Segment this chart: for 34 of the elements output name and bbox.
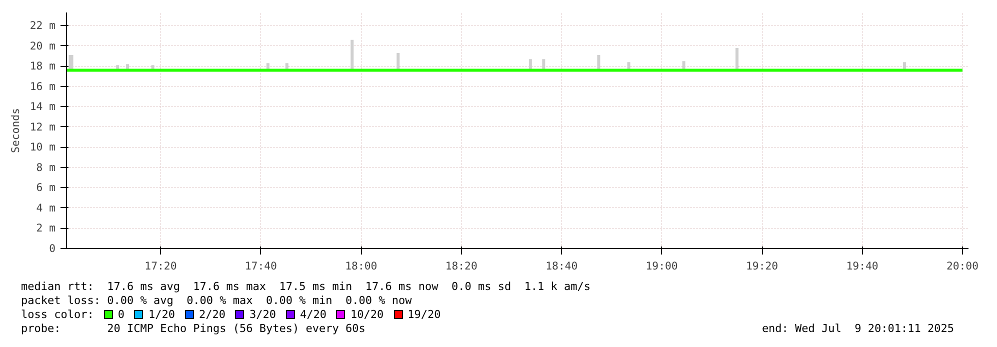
legend-title: loss color: <box>21 308 94 321</box>
text: packet loss: 0.00 % avg 0.00 % max 0.00 % min 0.00 % now <box>21 294 413 308</box>
y-tick-label: 0 <box>49 242 56 255</box>
x-tick-label: 20:00 <box>946 260 979 272</box>
legend-label: 1/20 <box>148 308 175 321</box>
x-tick-label: 17:40 <box>244 260 277 272</box>
x-tick-label: 19:00 <box>646 260 678 272</box>
y-tick-label: 22 m <box>30 19 56 32</box>
x-tick-label: 18:20 <box>445 260 478 272</box>
y-tick-label: 2 m <box>36 222 56 235</box>
y-tick-label: 14 m <box>30 100 56 114</box>
legend-label: 3/20 <box>249 308 276 321</box>
x-tick-label: 17:20 <box>144 260 177 272</box>
x-tick-label: 18:40 <box>546 260 578 272</box>
legend-label: 19/20 <box>408 308 441 321</box>
text: end: Wed Jul 9 20:01:11 2025 <box>762 322 954 336</box>
x-tick-label: 18:00 <box>345 260 378 272</box>
y-tick-label: 16 m <box>30 80 56 93</box>
legend-label: 10/20 <box>350 308 384 321</box>
x-tick-label: 19:20 <box>746 260 778 272</box>
y-tick-label: 12 m <box>30 120 56 134</box>
x-tick-label: 19:40 <box>846 260 878 272</box>
text: probe: 20 ICMP Echo Pings (56 Bytes) every 60s <box>21 322 366 335</box>
legend-label: 2/20 <box>198 308 226 321</box>
legend-label: 4/20 <box>300 308 326 321</box>
y-axis-title: Seconds <box>8 108 22 153</box>
y-tick-label: 6 m <box>36 181 56 194</box>
y-tick-label: 18 m <box>30 60 56 73</box>
y-tick-label: 8 m <box>36 160 56 174</box>
y-tick-label: 20 m <box>30 39 56 52</box>
y-tick-label: 4 m <box>36 201 56 214</box>
y-tick-label: 10 m <box>30 140 56 154</box>
legend-label: 0 <box>118 308 124 321</box>
text: median rtt: 17.6 ms avg 17.6 ms max 17.5 ms min 17.6 ms now 0.0 ms sd 1.1 k am/s <box>21 280 592 294</box>
